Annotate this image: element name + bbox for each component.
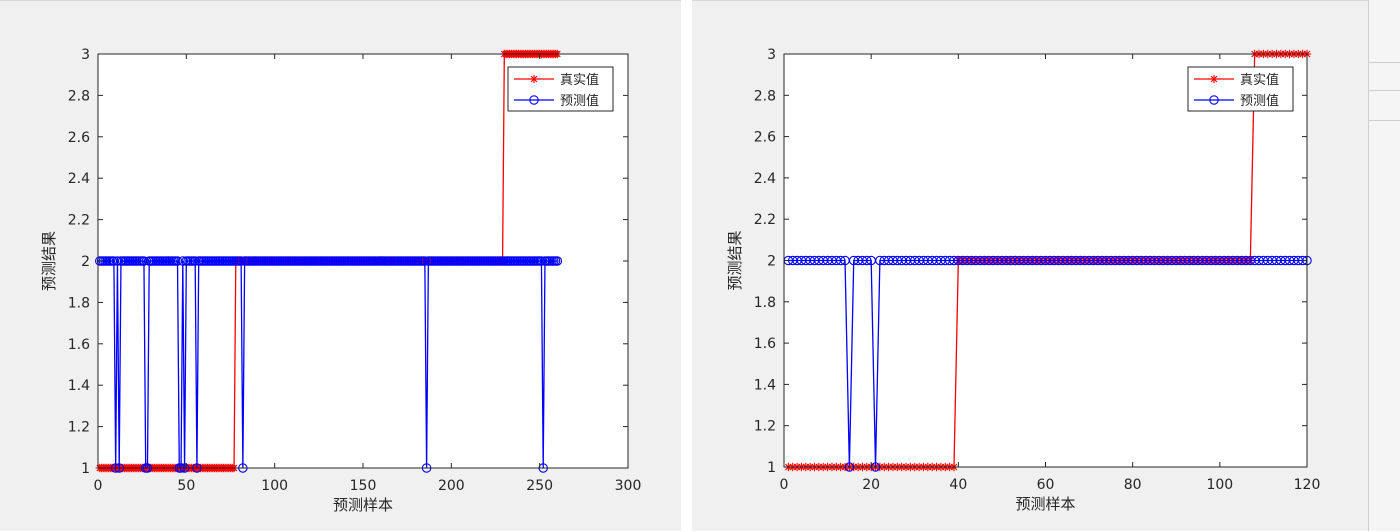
y-tick-label: 1.8 — [754, 295, 776, 311]
y-tick-label: 2.8 — [68, 88, 90, 104]
x-tick-label: 200 — [438, 478, 465, 494]
y-tick-label: 2.6 — [754, 130, 776, 146]
legend-box — [1187, 66, 1294, 112]
y-tick-label: 2.4 — [754, 171, 776, 187]
y-tick-label: 1.6 — [68, 337, 90, 353]
legend-label: 真实值 — [1240, 72, 1279, 88]
y-axis-label: 预测结果 — [40, 231, 58, 291]
x-tick-label: 0 — [94, 478, 103, 494]
x-tick-label: 40 — [949, 477, 967, 493]
x-tick-label: 100 — [1206, 477, 1233, 493]
x-tick-label: 50 — [177, 478, 195, 494]
legend-item: 真实值 — [1194, 72, 1279, 88]
legend-marker — [1209, 74, 1219, 84]
y-tick-label: 1 — [767, 460, 776, 476]
y-tick-label: 2.4 — [68, 171, 90, 187]
x-tick-label: 250 — [526, 478, 553, 494]
series-predicted — [95, 256, 563, 473]
legend-label: 预测值 — [1240, 93, 1279, 109]
x-axis-label: 预测样本 — [1015, 495, 1075, 513]
x-axis-label: 预测样本 — [333, 496, 393, 514]
y-tick-label: 2.6 — [68, 130, 90, 146]
figure-panel-left: 0 50 100 150 200 250 300 1 1.2 1.4 1.6 1.8 2 2.2 2.4 2.… — [0, 0, 681, 531]
x-tick-label: 0 — [780, 477, 789, 493]
legend-item: 预测值 — [1194, 93, 1279, 109]
y-tick-label: 2 — [81, 254, 90, 270]
y-tick-label: 2 — [767, 254, 776, 270]
y-tick-label: 2.8 — [754, 88, 776, 104]
panel-gap — [681, 0, 692, 531]
y-tick-label: 2.2 — [68, 213, 90, 229]
x-tick-label: 100 — [261, 478, 288, 494]
y-tick-label: 1.8 — [68, 295, 90, 311]
series-line — [788, 259, 1307, 468]
x-tick-label: 60 — [1037, 477, 1055, 493]
legend-label: 真实值 — [560, 72, 599, 88]
y-tick-label: 1.4 — [68, 378, 90, 394]
y-axis-label: 预测结果 — [726, 230, 744, 290]
x-tick-label: 20 — [862, 477, 880, 493]
legend-box — [507, 66, 614, 112]
y-tick-label: 1.2 — [68, 420, 90, 436]
legend-item: 真实值 — [514, 72, 599, 88]
series-predicted — [783, 255, 1312, 472]
x-tick-label: 150 — [350, 478, 377, 494]
chart-left: 0 50 100 150 200 250 300 1 1.2 1.4 1.6 1.8 2 2.2 2.4 2.… — [40, 47, 642, 514]
figure-panel-right: 0 20 40 60 80 100 120 1 1.2 1.4 1.6 1.8 2 2.2 2.4 2.6 2.… — [692, 0, 1368, 531]
data-point — [835, 255, 846, 266]
x-tick-label: 80 — [1124, 477, 1142, 493]
chart-right: 0 20 40 60 80 100 120 1 1.2 1.4 1.6 1.8 2 2.2 2.4 2.6 2.… — [726, 47, 1321, 513]
x-tick-label: 300 — [615, 478, 642, 494]
data-point — [862, 255, 872, 266]
legend-item: 预测值 — [514, 93, 599, 109]
x-tick-label: 120 — [1294, 477, 1321, 493]
y-tick-label: 1.4 — [754, 377, 776, 393]
y-tick-label: 1.2 — [754, 419, 776, 435]
y-tick-label: 3 — [767, 47, 776, 63]
y-tick-label: 3 — [81, 47, 90, 63]
legend-label: 预测值 — [560, 93, 599, 109]
y-tick-label: 2.2 — [754, 212, 776, 228]
data-point — [552, 256, 563, 266]
legend-marker — [1209, 95, 1219, 105]
y-tick-label: 1.6 — [754, 336, 776, 352]
window-edge — [1368, 0, 1400, 531]
legend-marker — [529, 74, 539, 84]
y-tick-label: 1 — [81, 461, 90, 477]
legend-marker — [529, 95, 539, 105]
